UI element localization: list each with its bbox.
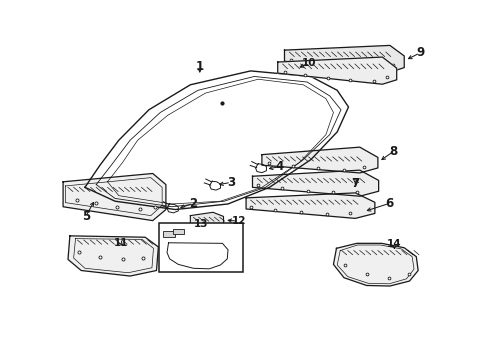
Polygon shape (68, 236, 158, 276)
Polygon shape (333, 243, 417, 286)
Text: 8: 8 (389, 145, 397, 158)
Text: 12: 12 (231, 216, 245, 226)
Polygon shape (252, 170, 378, 196)
Text: 10: 10 (301, 58, 316, 68)
Polygon shape (245, 193, 374, 219)
Text: 2: 2 (188, 197, 197, 210)
Text: 14: 14 (386, 239, 401, 249)
Polygon shape (190, 212, 223, 228)
Polygon shape (284, 45, 404, 72)
Text: 6: 6 (384, 197, 392, 210)
Text: 11: 11 (113, 238, 128, 248)
Polygon shape (277, 57, 396, 84)
Polygon shape (262, 147, 377, 173)
Bar (163, 231, 175, 237)
Bar (173, 229, 183, 234)
Bar (159, 223, 243, 272)
Text: 1: 1 (195, 60, 203, 73)
Text: 13: 13 (193, 219, 208, 229)
Text: 9: 9 (415, 46, 423, 59)
Text: 5: 5 (81, 210, 90, 223)
Text: 7: 7 (350, 177, 359, 190)
Polygon shape (63, 174, 165, 221)
Text: 3: 3 (226, 176, 235, 189)
Text: 4: 4 (275, 160, 284, 173)
